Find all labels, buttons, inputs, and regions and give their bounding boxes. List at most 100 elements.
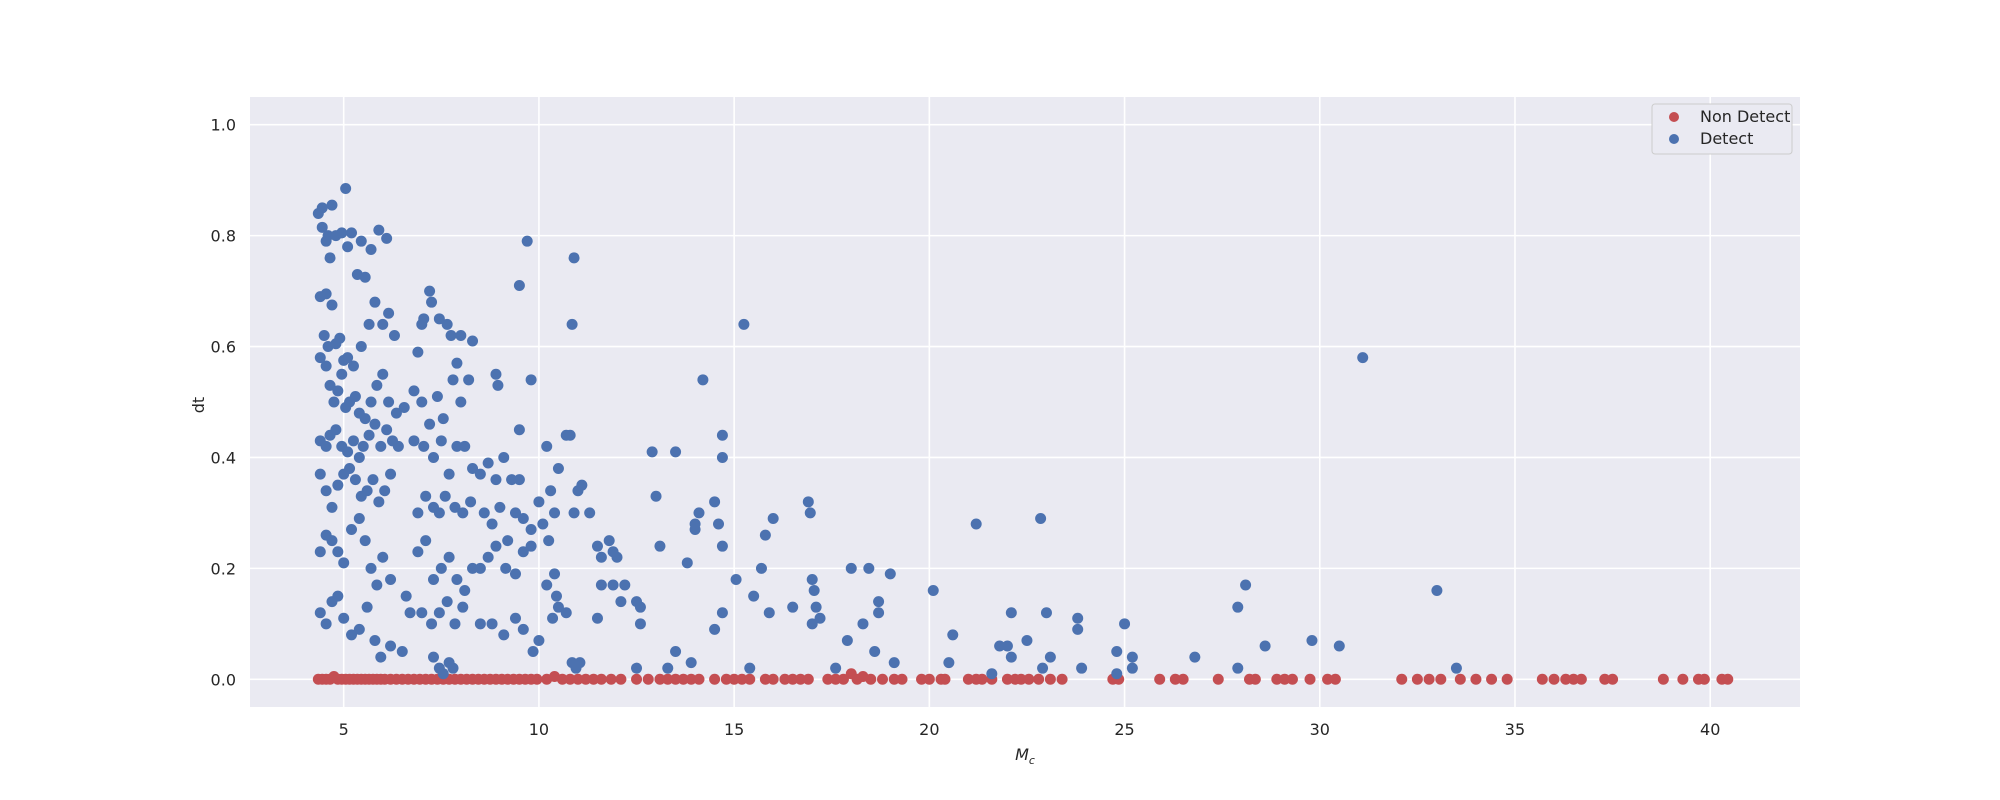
data-point-detect [400, 590, 412, 602]
data-point-detect [447, 374, 459, 386]
data-point-detect [716, 607, 728, 619]
data-point-non-detect [779, 673, 791, 685]
data-point-detect [332, 546, 344, 558]
data-point-detect [611, 551, 623, 563]
data-point-detect [353, 512, 365, 524]
data-point-non-detect [1249, 673, 1261, 685]
data-point-detect [541, 440, 553, 452]
y-tick-label: 0.6 [211, 338, 236, 357]
data-point-detect [320, 288, 332, 300]
data-point-detect [490, 474, 502, 486]
data-point-detect [500, 562, 512, 574]
data-point-detect [426, 296, 438, 308]
data-point-detect [365, 244, 377, 255]
data-point-detect [371, 579, 383, 591]
data-point-detect [527, 646, 539, 658]
y-axis-label: dt [189, 397, 208, 413]
data-point-non-detect [787, 673, 799, 685]
x-tick-labels: 5 10 15 20 25 30 35 40 [339, 720, 1721, 739]
legend: Non Detect Detect [1651, 103, 1793, 155]
data-point-detect [1111, 668, 1123, 680]
data-point-detect [320, 485, 332, 497]
legend-label-detect: Detect [1700, 129, 1753, 148]
data-point-non-detect [1568, 673, 1580, 685]
data-point-non-detect [564, 673, 576, 685]
data-point-detect [670, 446, 682, 458]
x-axis-label: Mc [1015, 745, 1035, 767]
data-point-non-detect [759, 673, 771, 685]
data-point-non-detect [1329, 673, 1341, 685]
data-point-detect [347, 435, 359, 447]
data-point-detect [344, 463, 356, 475]
data-point-detect [433, 507, 445, 519]
data-point-detect [392, 440, 404, 452]
data-point-detect [441, 318, 453, 330]
data-point-detect [455, 329, 467, 341]
data-point-detect [806, 573, 818, 585]
data-point-detect [363, 429, 375, 441]
data-point-detect [492, 379, 504, 391]
data-point-detect [560, 607, 572, 619]
x-tick-label: 40 [1700, 720, 1720, 739]
data-point-detect [326, 535, 338, 547]
data-point-detect [326, 199, 338, 211]
data-point-detect [396, 646, 408, 658]
data-point-detect [888, 657, 900, 669]
data-point-non-detect [693, 673, 705, 685]
data-point-detect [326, 299, 338, 311]
data-point-detect [465, 496, 477, 508]
data-point-detect [383, 307, 395, 319]
data-point-non-detect [588, 673, 600, 685]
data-point-non-detect [1548, 673, 1560, 685]
data-point-detect [986, 668, 998, 680]
data-point-non-detect [1560, 673, 1572, 685]
data-point-detect [332, 385, 344, 397]
data-point-detect [545, 485, 557, 497]
data-point-detect [863, 562, 875, 574]
data-point-non-detect [1435, 673, 1447, 685]
data-point-non-detect [709, 673, 721, 685]
data-point-detect [318, 329, 330, 341]
data-point-detect [416, 607, 428, 619]
data-point-detect [433, 313, 445, 325]
data-point-non-detect [1154, 673, 1166, 685]
x-tick-label: 5 [339, 720, 349, 739]
data-point-detect [513, 474, 525, 486]
data-point-detect [338, 612, 350, 624]
data-point-detect [474, 468, 486, 480]
data-point-detect [804, 507, 816, 519]
x-tick-label: 10 [529, 720, 549, 739]
data-point-detect [814, 612, 826, 624]
data-point-non-detect [662, 673, 674, 685]
data-point-detect [385, 573, 397, 585]
data-point-non-detect [1033, 673, 1045, 685]
data-point-detect [845, 562, 857, 574]
data-point-non-detect [1575, 673, 1587, 685]
data-point-non-detect [572, 673, 584, 685]
data-point-detect [336, 368, 348, 380]
data-point-detect [568, 252, 580, 264]
data-point-detect [342, 446, 354, 458]
data-point-detect [371, 379, 383, 391]
data-point-detect [1333, 640, 1345, 652]
data-point-detect [547, 612, 559, 624]
data-point-detect [474, 618, 486, 630]
data-point-detect [474, 562, 486, 574]
data-point-detect [320, 440, 332, 452]
data-point-detect [420, 490, 432, 502]
y-tick-label: 0.8 [211, 227, 236, 246]
data-point-non-detect [1044, 673, 1056, 685]
data-point-detect [424, 418, 436, 430]
data-point-detect [463, 374, 475, 386]
data-point-detect [381, 232, 393, 244]
plot-area-background [250, 97, 1800, 707]
data-point-detect [377, 368, 389, 380]
data-point-non-detect [1212, 673, 1224, 685]
data-point-detect [566, 318, 578, 330]
data-point-detect [713, 518, 725, 530]
data-point-detect [808, 585, 820, 597]
data-point-detect [730, 573, 742, 585]
legend-box [1651, 103, 1793, 155]
data-point-detect [390, 407, 402, 419]
data-point-detect [802, 496, 814, 508]
